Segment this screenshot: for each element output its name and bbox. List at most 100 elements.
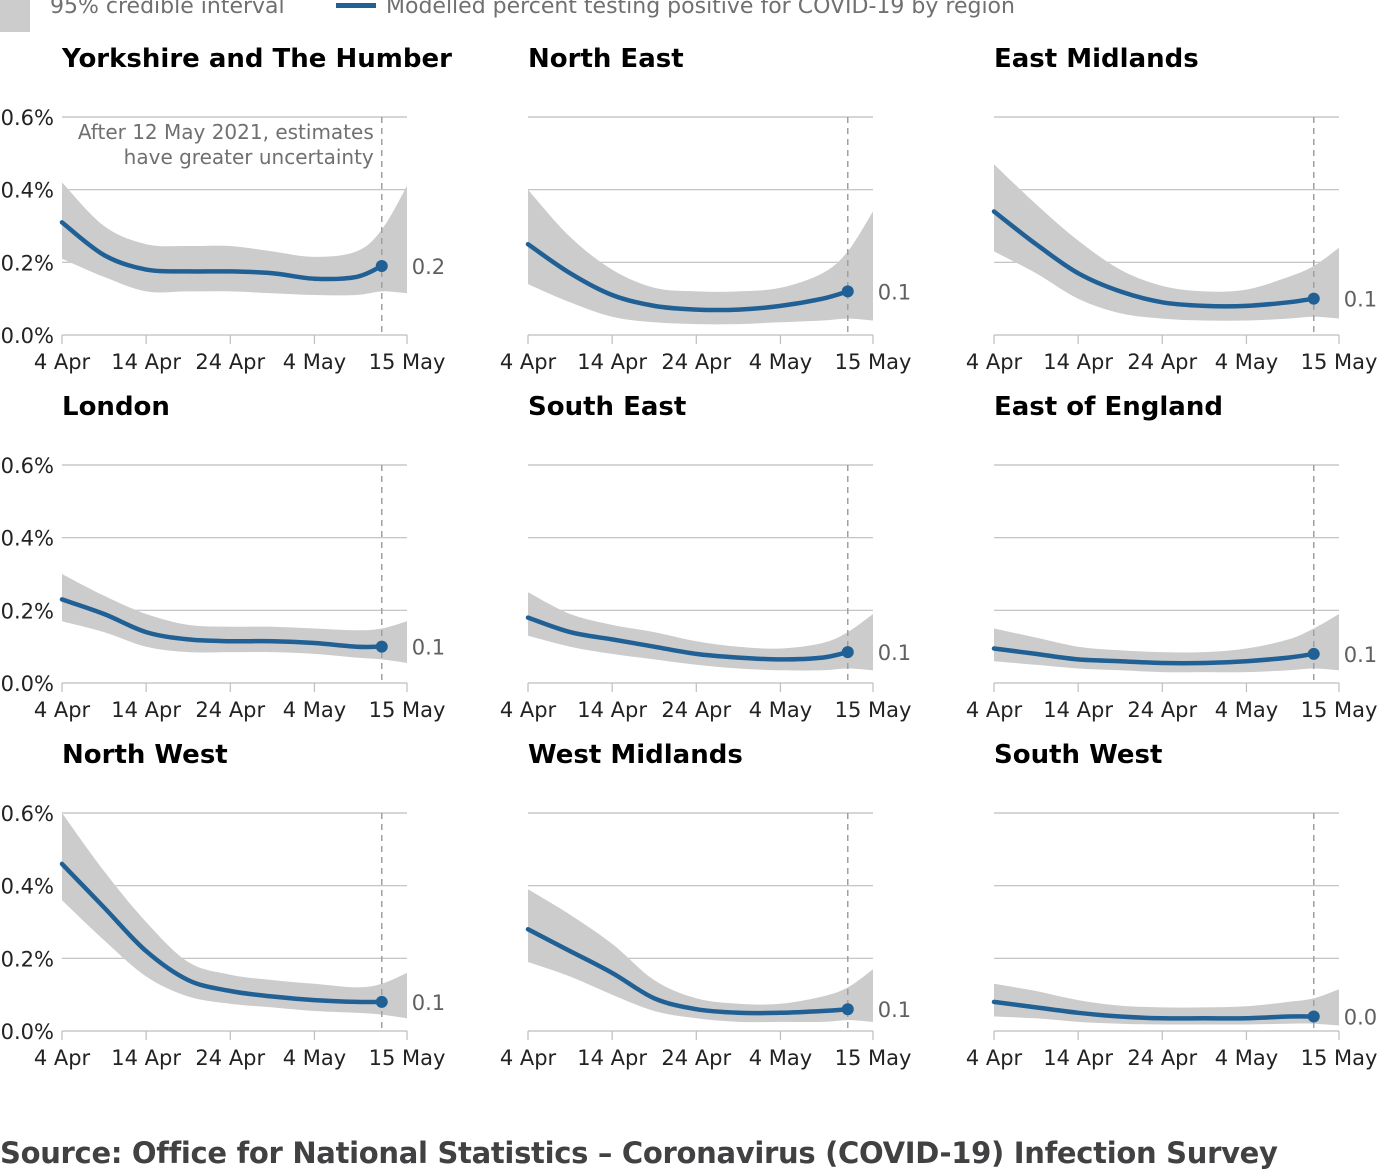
modelled-line bbox=[59, 597, 385, 650]
panel-title: West Midlands bbox=[528, 740, 743, 770]
modelled-line bbox=[991, 999, 1317, 1021]
y-tick-label: 0.0% bbox=[1, 672, 54, 696]
end-value-label: 0.1 bbox=[878, 280, 911, 304]
x-tick-label: 15 May bbox=[835, 698, 912, 722]
x-tick-label: 4 May bbox=[1215, 1046, 1278, 1070]
x-tick-label: 24 Apr bbox=[1127, 1046, 1197, 1070]
x-tick-label: 24 Apr bbox=[661, 1046, 731, 1070]
modelled-line bbox=[525, 615, 851, 662]
x-tick-label: 14 Apr bbox=[577, 698, 647, 722]
panel-title: Yorkshire and The Humber bbox=[61, 44, 452, 74]
end-point bbox=[375, 640, 388, 653]
x-tick-label: 24 Apr bbox=[195, 1046, 265, 1070]
end-value-label: 0.1 bbox=[878, 998, 911, 1022]
x-tick-label: 15 May bbox=[1301, 350, 1378, 374]
credible-interval-band bbox=[62, 574, 407, 663]
x-tick-label: 15 May bbox=[369, 698, 446, 722]
x-tick-label: 24 Apr bbox=[195, 350, 265, 374]
credible-interval-band bbox=[62, 182, 407, 296]
x-tick-label: 24 Apr bbox=[195, 698, 265, 722]
x-tick-label: 4 Apr bbox=[34, 698, 91, 722]
x-tick-label: 15 May bbox=[1301, 698, 1378, 722]
panel-north-west: North West 0.0% 0.2% 0.4% 0.6% 4 Apr 14 Apr 24 … bbox=[1, 740, 446, 1070]
x-tick-label: 4 Apr bbox=[966, 1046, 1023, 1070]
x-tick-label: 24 Apr bbox=[1127, 698, 1197, 722]
end-value-label: 0.1 bbox=[1344, 643, 1377, 667]
end-point bbox=[1307, 292, 1320, 305]
end-point bbox=[375, 995, 388, 1008]
legend-band-label: 95% credible interval bbox=[50, 0, 285, 19]
x-tick-label: 4 Apr bbox=[34, 350, 91, 374]
x-tick-label: 15 May bbox=[1301, 1046, 1378, 1070]
uncertainty-annotation: After 12 May 2021, estimates bbox=[78, 120, 374, 144]
y-tick-label: 0.2% bbox=[1, 251, 54, 275]
panel-west-midlands: West Midlands 4 Apr 14 Apr 24 Apr 4 May 15 Ma… bbox=[500, 740, 912, 1070]
x-tick-label: 24 Apr bbox=[661, 698, 731, 722]
x-tick-label: 14 Apr bbox=[111, 350, 181, 374]
x-tick-label: 4 May bbox=[283, 1046, 346, 1070]
panel-title: East of England bbox=[994, 392, 1223, 422]
x-tick-label: 15 May bbox=[369, 1046, 446, 1070]
end-point bbox=[375, 259, 388, 272]
end-point bbox=[841, 1003, 854, 1016]
y-tick-label: 0.6% bbox=[1, 106, 54, 130]
x-tick-label: 14 Apr bbox=[1043, 1046, 1113, 1070]
end-value-label: 0.0 bbox=[1344, 1005, 1377, 1029]
x-tick-label: 4 May bbox=[749, 698, 812, 722]
panel-london: London 0.0% 0.2% 0.4% 0.6% 4 Apr 14 Apr 24 Apr 4… bbox=[1, 392, 446, 722]
modelled-line bbox=[991, 646, 1317, 666]
y-tick-label: 0.6% bbox=[1, 802, 54, 826]
x-tick-label: 4 May bbox=[1215, 698, 1278, 722]
y-tick-label: 0.4% bbox=[1, 527, 54, 551]
x-tick-label: 4 May bbox=[749, 1046, 812, 1070]
modelled-line bbox=[525, 241, 851, 313]
x-tick-label: 4 May bbox=[283, 698, 346, 722]
x-tick-label: 15 May bbox=[835, 1046, 912, 1070]
end-point bbox=[841, 285, 854, 298]
source-note: Source: Office for National Statistics –… bbox=[0, 1136, 1278, 1170]
x-tick-label: 4 Apr bbox=[500, 350, 557, 374]
end-value-label: 0.1 bbox=[1344, 288, 1377, 312]
credible-interval-swatch bbox=[0, 0, 30, 32]
x-tick-label: 14 Apr bbox=[1043, 350, 1113, 374]
panel-title: London bbox=[62, 392, 170, 422]
x-tick-label: 24 Apr bbox=[661, 350, 731, 374]
legend: 95% credible interval Modelled percent t… bbox=[0, 0, 1382, 32]
end-point bbox=[841, 646, 854, 659]
modelled-line bbox=[525, 927, 851, 1016]
x-tick-label: 4 Apr bbox=[966, 350, 1023, 374]
credible-interval-band bbox=[528, 592, 873, 671]
end-value-label: 0.1 bbox=[412, 991, 445, 1015]
modelled-line bbox=[991, 209, 1317, 309]
x-tick-label: 4 Apr bbox=[500, 698, 557, 722]
modelled-line bbox=[59, 861, 385, 1005]
panel-east-of-england: East of England 4 Apr 14 Apr 24 Apr 4 May 15 … bbox=[966, 392, 1378, 722]
end-value-label: 0.1 bbox=[412, 636, 445, 660]
end-point bbox=[1307, 1010, 1320, 1023]
y-tick-label: 0.4% bbox=[1, 875, 54, 899]
y-tick-label: 0.6% bbox=[1, 454, 54, 478]
x-tick-label: 15 May bbox=[835, 350, 912, 374]
x-tick-label: 14 Apr bbox=[111, 1046, 181, 1070]
panel-title: North East bbox=[528, 44, 684, 74]
x-tick-label: 14 Apr bbox=[577, 350, 647, 374]
panel-south-west: South West 4 Apr 14 Apr 24 Apr 4 May 15 May 0.… bbox=[966, 740, 1378, 1070]
x-tick-label: 15 May bbox=[369, 350, 446, 374]
panel-title: East Midlands bbox=[994, 44, 1199, 74]
credible-interval-band bbox=[528, 189, 873, 325]
y-tick-label: 0.0% bbox=[1, 324, 54, 348]
x-tick-label: 14 Apr bbox=[577, 1046, 647, 1070]
end-point bbox=[1307, 647, 1320, 660]
x-tick-label: 24 Apr bbox=[1127, 350, 1197, 374]
panel-yorkshire-and-the-humber: Yorkshire and The Humber 0.0% 0.2% 0.4% 0.6%… bbox=[1, 44, 452, 374]
x-tick-label: 14 Apr bbox=[111, 698, 181, 722]
x-tick-label: 4 May bbox=[1215, 350, 1278, 374]
y-tick-label: 0.2% bbox=[1, 947, 54, 971]
panel-east-midlands: East Midlands 4 Apr 14 Apr 24 Apr 4 May 15 Ma… bbox=[966, 44, 1378, 374]
panel-north-east: North East 4 Apr 14 Apr 24 Apr 4 May 15 May 0.… bbox=[500, 44, 912, 374]
legend-line-label: Modelled percent testing positive for CO… bbox=[386, 0, 1015, 19]
x-tick-label: 4 Apr bbox=[500, 1046, 557, 1070]
x-tick-label: 4 May bbox=[283, 350, 346, 374]
x-tick-label: 4 May bbox=[749, 350, 812, 374]
panel-title: South East bbox=[528, 392, 686, 422]
